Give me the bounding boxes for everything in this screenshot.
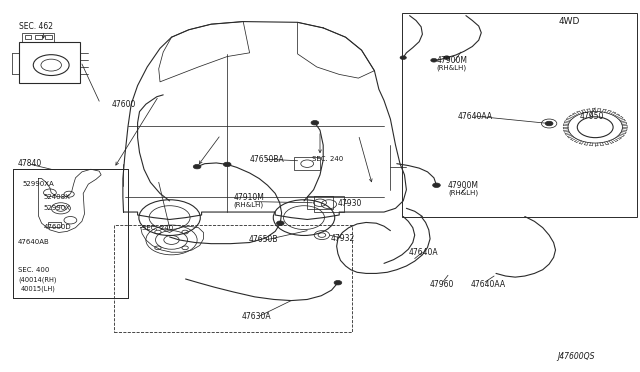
Text: 52408X: 52408X	[44, 194, 70, 200]
Text: 47600D: 47600D	[44, 224, 71, 230]
Bar	[45, 35, 52, 39]
Text: 47600: 47600	[112, 100, 136, 109]
Circle shape	[223, 162, 231, 167]
Text: SEC. 240: SEC. 240	[142, 225, 173, 231]
Text: 47640A: 47640A	[408, 248, 438, 257]
Bar	[13, 169, 128, 298]
Text: J47600QS: J47600QS	[557, 352, 595, 361]
Text: 47650BA: 47650BA	[250, 155, 284, 164]
Text: SEC. 400: SEC. 400	[18, 267, 49, 273]
Text: (40014(RH): (40014(RH)	[18, 276, 56, 283]
Text: 47640AA: 47640AA	[470, 280, 506, 289]
Text: 47960: 47960	[430, 280, 454, 289]
Text: 47640AA: 47640AA	[458, 112, 493, 121]
Text: 52990XA: 52990XA	[22, 181, 54, 187]
Bar	[25, 35, 31, 39]
Bar	[22, 33, 54, 42]
Text: 47650B: 47650B	[248, 235, 278, 244]
Circle shape	[431, 58, 437, 62]
Bar	[19, 42, 80, 83]
Bar	[48, 222, 61, 227]
Circle shape	[193, 164, 201, 169]
Text: 52990X: 52990X	[44, 205, 70, 211]
Circle shape	[433, 183, 440, 187]
Bar	[307, 196, 333, 209]
Bar	[314, 196, 344, 212]
Text: 47900M: 47900M	[448, 181, 479, 190]
Circle shape	[311, 121, 319, 125]
Text: (RH&LH): (RH&LH)	[436, 64, 467, 71]
Text: 40015(LH): 40015(LH)	[21, 285, 56, 292]
Text: (RH&LH): (RH&LH)	[448, 189, 478, 196]
Bar	[35, 35, 42, 39]
Circle shape	[276, 221, 284, 225]
Text: 47640AB: 47640AB	[18, 239, 50, 245]
Text: 47900M: 47900M	[436, 56, 467, 65]
Text: SEC. 240: SEC. 240	[312, 156, 343, 162]
Text: 47840: 47840	[18, 159, 42, 168]
Bar	[114, 225, 352, 332]
Circle shape	[545, 121, 553, 126]
Text: 47630A: 47630A	[242, 312, 271, 321]
Text: SEC. 462: SEC. 462	[19, 22, 53, 31]
Text: 47950: 47950	[579, 112, 604, 121]
Text: 47910M: 47910M	[234, 193, 264, 202]
Text: 4WD: 4WD	[558, 17, 579, 26]
Circle shape	[444, 56, 450, 60]
Bar	[402, 13, 637, 217]
Circle shape	[334, 280, 342, 285]
Text: 47932: 47932	[330, 234, 355, 243]
Text: (RH&LH): (RH&LH)	[234, 201, 264, 208]
Bar	[13, 169, 128, 298]
Text: 47930: 47930	[338, 199, 362, 208]
Circle shape	[400, 56, 406, 60]
Bar	[294, 157, 320, 170]
